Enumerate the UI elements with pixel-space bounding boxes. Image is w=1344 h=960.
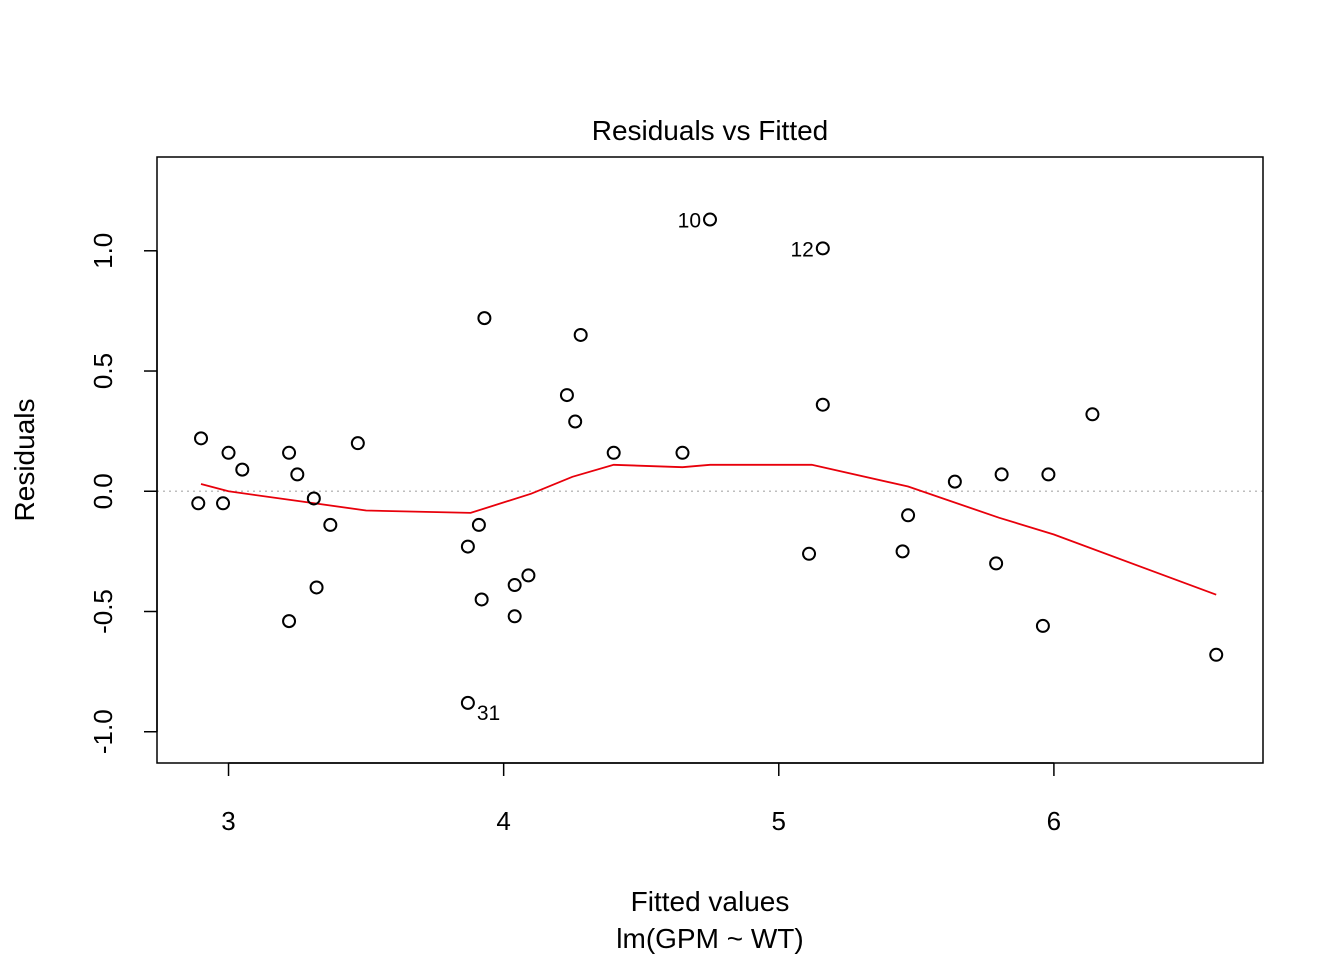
data-point-16	[474, 592, 489, 607]
y-tick-label--1.0: -1.0	[88, 709, 118, 754]
data-point-34	[994, 467, 1009, 482]
data-point-29	[815, 397, 830, 412]
data-point-33	[989, 556, 1004, 571]
data-point-2	[194, 431, 209, 446]
data-point-35	[1035, 618, 1050, 633]
data-point-10	[309, 580, 324, 595]
data-point-22	[568, 414, 583, 429]
x-tick-label-3: 3	[221, 806, 235, 836]
x-tick-label-4: 4	[496, 806, 510, 836]
data-point-30	[895, 544, 910, 559]
data-point-38	[1209, 647, 1224, 662]
point-label-12: 12	[790, 238, 813, 261]
y-axis-label: Residuals	[9, 399, 40, 522]
data-point-27	[802, 546, 817, 561]
data-point-1	[191, 496, 206, 511]
x-tick-label-5: 5	[772, 806, 786, 836]
data-point-13	[460, 695, 475, 710]
data-point-3	[216, 496, 231, 511]
point-labels-layer: 10 12 31	[477, 210, 814, 725]
data-point-31	[901, 508, 916, 523]
data-point-17	[477, 311, 492, 326]
y-axis: -1.0 -0.5 0.0 0.5 1.0	[88, 233, 158, 754]
y-tick-label-0.0: 0.0	[88, 473, 118, 509]
point-label-10: 10	[678, 210, 701, 233]
data-point-7	[282, 445, 297, 460]
data-point-36	[1041, 467, 1056, 482]
data-point-5	[235, 462, 250, 477]
data-point-23	[573, 327, 588, 342]
chart-subtitle: lm(GPM ~ WT)	[616, 923, 803, 954]
data-point-9	[306, 491, 321, 506]
data-point-25	[675, 445, 690, 460]
smooth-line-layer	[200, 463, 1217, 596]
y-tick-label-0.5: 0.5	[88, 353, 118, 389]
data-point-21	[559, 388, 574, 403]
data-point-12	[350, 436, 365, 451]
data-point-6	[282, 614, 297, 629]
data-point-19	[507, 609, 522, 624]
data-point-37	[1085, 407, 1100, 422]
data-point-28	[815, 241, 830, 256]
y-tick-label-1.0: 1.0	[88, 233, 118, 269]
point-label-31: 31	[477, 702, 500, 725]
data-point-15	[471, 517, 486, 532]
data-point-14	[460, 539, 475, 554]
y-tick-label--0.5: -0.5	[88, 589, 118, 634]
data-point-20	[521, 568, 536, 583]
data-point-32	[947, 474, 962, 489]
data-point-4	[221, 445, 236, 460]
data-points-layer	[191, 212, 1224, 710]
data-point-26	[703, 212, 717, 227]
data-point-18	[507, 578, 522, 593]
chart-title: Residuals vs Fitted	[592, 115, 829, 146]
x-tick-label-6: 6	[1047, 806, 1061, 836]
smooth-line	[200, 463, 1217, 596]
x-axis: 3 4 5 6	[221, 762, 1061, 836]
data-point-8	[290, 467, 305, 482]
x-axis-label: Fitted values	[631, 886, 790, 917]
data-point-24	[606, 445, 621, 460]
data-point-11	[323, 517, 338, 532]
